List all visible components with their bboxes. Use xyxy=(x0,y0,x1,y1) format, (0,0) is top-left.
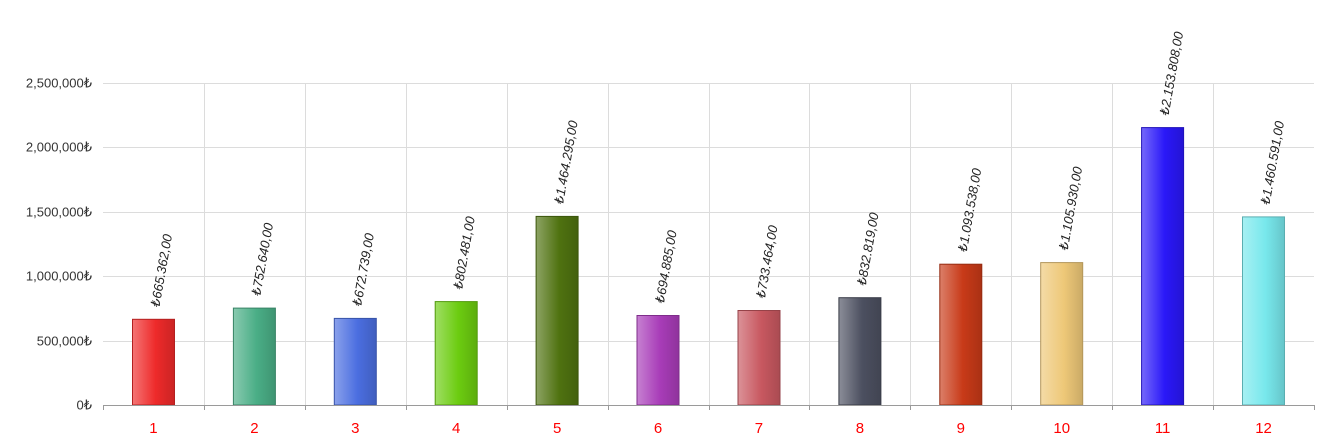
y-axis: 0₺ 500,000₺ 1,000,000₺ 1,500,000₺ 2,000,000₺… xyxy=(26,76,92,413)
bar-4 xyxy=(434,301,478,406)
data-label-3: ₺672.739,00 xyxy=(349,231,377,308)
bar-6 xyxy=(636,315,680,406)
grid xyxy=(103,83,1314,405)
data-label-7: ₺733.464,00 xyxy=(753,223,781,300)
x-tick-label: 3 xyxy=(351,420,359,437)
data-label-6: ₺694.885,00 xyxy=(652,228,680,305)
bar-11 xyxy=(1141,127,1185,406)
bar-5 xyxy=(535,215,579,406)
y-tick-label: 2,500,000₺ xyxy=(26,76,92,91)
bar-1 xyxy=(132,318,175,406)
bar-12 xyxy=(1242,216,1285,406)
x-tick-label: 12 xyxy=(1255,420,1272,437)
x-tick-label: 4 xyxy=(452,420,460,437)
x-tick-label: 9 xyxy=(957,420,965,437)
bar-10 xyxy=(1040,262,1084,406)
bars xyxy=(132,127,1285,406)
y-tick-label: 0₺ xyxy=(76,398,92,413)
data-label-11: ₺2.153.808,00 xyxy=(1157,30,1187,117)
x-tick-label: 6 xyxy=(654,420,662,437)
x-tick-label: 11 xyxy=(1155,420,1171,437)
bar-9 xyxy=(939,263,983,406)
x-axis: 1 2 3 4 5 6 7 8 9 10 11 12 xyxy=(103,405,1315,437)
bar-7 xyxy=(737,310,781,406)
data-label-12: ₺1.460.591,00 xyxy=(1258,119,1288,206)
y-tick-label: 500,000₺ xyxy=(37,334,92,349)
y-tick-label: 1,500,000₺ xyxy=(26,205,92,220)
data-label-10: ₺1.105.930,00 xyxy=(1056,165,1086,252)
x-tick-label: 1 xyxy=(149,420,157,437)
x-tick-label: 8 xyxy=(856,420,864,437)
data-label-9: ₺1.093.538,00 xyxy=(955,166,985,253)
data-label-1: ₺665.362,00 xyxy=(147,232,175,309)
data-labels: ₺665.362,00 ₺752.640,00 ₺672.739,00 ₺802.48… xyxy=(147,30,1287,309)
x-tick-label: 7 xyxy=(755,420,763,437)
data-label-4: ₺802.481,00 xyxy=(450,215,478,292)
x-tick-label: 10 xyxy=(1053,420,1070,437)
data-label-2: ₺752.640,00 xyxy=(248,221,276,298)
x-tick-label: 5 xyxy=(553,420,561,437)
x-tick-label: 2 xyxy=(250,420,258,437)
bar-2 xyxy=(232,307,276,406)
y-tick-label: 2,000,000₺ xyxy=(26,140,92,155)
bar-8 xyxy=(838,297,882,406)
y-tick-label: 1,000,000₺ xyxy=(26,269,92,284)
data-label-8: ₺832.819,00 xyxy=(854,211,882,288)
data-label-5: ₺1.464.295,00 xyxy=(551,119,581,206)
bar-3 xyxy=(333,317,377,406)
